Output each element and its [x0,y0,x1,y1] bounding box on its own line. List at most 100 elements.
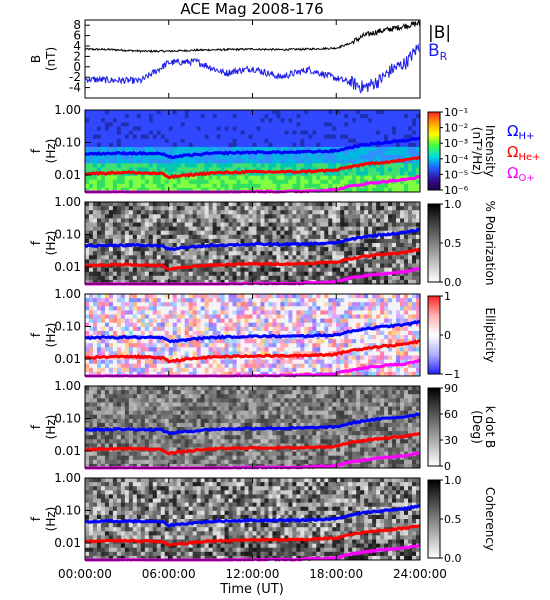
spectrogram-cell [372,134,377,140]
spectrogram-cell [172,114,178,119]
spectrogram-cell [364,146,369,152]
spectrogram-cell [108,271,114,277]
spectrogram-cell [340,163,345,168]
spectrogram-cell [256,126,261,131]
spectrogram-cell [252,138,257,144]
spectrogram-cell [152,279,158,285]
spectrogram-cell [248,110,253,115]
spectrogram-cell [108,371,114,377]
spectrogram-cell [260,271,265,277]
spectrogram-cell [320,251,325,256]
spectrogram-cell [360,302,365,307]
spectrogram-cell [88,343,94,348]
spectrogram-cell [120,183,126,189]
spectrogram-cell [224,138,229,144]
spectrogram-cell [324,138,329,144]
spectrogram-cell [148,363,154,369]
b-y-tick-label: 2 [73,49,81,63]
spectrogram-cell [340,267,345,273]
spectrogram-cell [380,151,385,156]
spectrogram-cell [168,322,174,328]
spectrogram-cell [148,259,154,264]
spectrogram-cell [316,146,321,152]
spectrogram-cell [140,179,146,185]
spectrogram-cell [85,302,90,307]
spectrogram-cell [308,134,313,140]
spectrogram-cell [264,138,269,144]
spectrogram-cell [140,267,146,273]
spectrogram-cell [152,339,158,344]
spectrogram-cell [140,218,146,223]
spectrogram-cell [136,279,142,285]
spectrogram-cell [85,122,90,127]
spectrogram-cell [200,298,206,303]
spectrogram-cell [332,218,337,223]
spectrogram-cell [224,118,229,123]
spectrogram-cell [400,275,405,281]
spectrogram-cell [124,122,130,127]
spectrogram-cell [404,234,409,240]
spectrogram-cell [160,206,166,211]
spectrogram-cell [200,167,206,172]
spectrogram-cell [144,159,150,164]
spectrogram-cell [152,302,158,307]
spectrogram-cell [144,138,150,144]
spectrogram-cell [216,218,221,223]
gyrofrequency-h-plus-line [84,136,421,160]
spectrogram-cell [280,330,285,336]
spectrogram-cell [128,318,134,324]
spectrogram-cell [128,155,134,160]
spectrogram-cell [132,343,138,348]
spectrogram-cell [272,183,277,189]
spectrogram-cell [188,222,194,227]
spectrogram-cell [152,134,158,140]
spectrogram-cell [416,187,421,193]
spectrogram-cell [192,110,198,115]
spectrogram-cell [188,138,194,144]
spectrogram-cell [120,130,126,135]
spectrogram-cell [188,134,194,140]
spectrogram-cell [252,259,257,264]
spectrogram-cell [204,306,210,311]
spectrogram-cell [188,130,194,135]
spectrogram-cell [212,247,218,252]
spectrogram-cell [208,279,214,285]
spectrogram-cell [148,238,154,244]
spectrogram-cell [260,138,265,144]
b-y-tick-label: 4 [73,39,81,53]
spectrogram-cell [116,114,122,119]
spectrogram-cell [256,183,261,189]
spectrogram-cell [228,146,233,152]
spectrogram-cell [100,226,106,232]
spectrogram-cell [232,318,237,324]
spectrogram-cell [212,267,218,273]
spectrogram-cell [216,294,221,299]
spectrogram-cell [304,163,309,168]
spectrogram-cell [220,159,225,164]
spectrogram-cell [188,187,194,193]
spectrogram-cell [132,159,138,164]
spectrogram-cell [372,230,377,236]
spectrogram-cell [300,359,305,365]
spectrogram-cell [312,179,317,185]
spectrogram-cell [188,163,194,168]
spectrogram-cell [208,251,214,256]
spectrogram-cell [188,251,194,256]
spectrogram-cell [244,359,249,365]
spectrogram-cell [188,142,194,148]
spectrogram-cell [156,230,162,236]
spectrogram-cell [368,355,373,360]
spectrogram-cell [172,351,178,356]
spectrogram-cell [276,330,281,336]
spectrogram-cell [184,347,190,352]
spectrogram-cell [220,118,225,123]
spectrogram-cell [368,202,373,207]
spectrogram-cell [264,118,269,123]
spectrogram-cell [88,118,94,123]
spectrogram-cell [188,206,194,211]
spectrogram-cell [200,142,206,148]
spectrogram-cell [232,138,237,144]
spectrogram-cell [132,359,138,365]
spectrogram-cell [192,351,198,356]
spectrogram-cell [388,146,393,152]
